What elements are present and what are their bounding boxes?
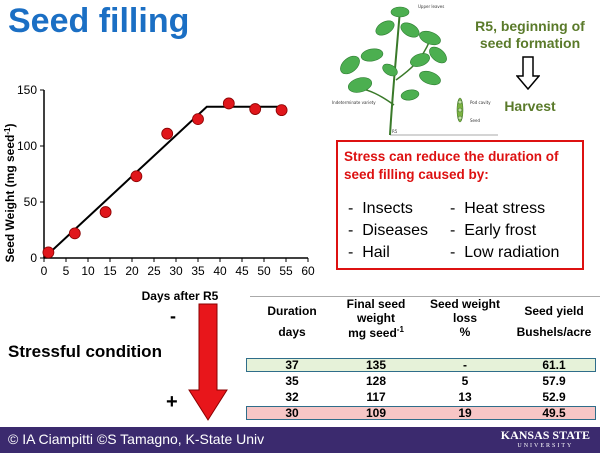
table-cell-duration: 30 <box>285 406 299 420</box>
x-tick-label: 0 <box>41 264 48 278</box>
y-tick-label: 150 <box>17 83 37 97</box>
table-cell-weight: 135 <box>365 358 387 372</box>
table-cell-duration: 35 <box>285 374 299 388</box>
plant-label-variety: Indeterminate variety <box>332 100 376 105</box>
data-point <box>68 227 81 240</box>
down-outline-arrow-icon <box>516 56 540 90</box>
data-point <box>192 113 204 126</box>
stress-item-radiation: - Low radiation <box>450 244 560 261</box>
x-tick-label: 60 <box>301 264 315 278</box>
plant-label-seed: Seed <box>470 118 480 123</box>
x-tick-label: 40 <box>213 264 227 278</box>
data-point <box>275 104 288 117</box>
stage-harvest-label: Harvest <box>504 98 556 114</box>
table-unit-days: days <box>278 325 306 339</box>
x-tick-label: 30 <box>169 264 183 278</box>
table-cell-duration: 37 <box>285 358 299 372</box>
y-tick-label: 50 <box>24 195 38 209</box>
stress-gradient-arrow <box>188 303 228 421</box>
chart-ticks: 0 5 10 15 20 25 30 35 40 45 50 55 60 0 50 100 150 <box>17 83 315 278</box>
data-point <box>130 170 143 183</box>
data-point <box>99 206 112 218</box>
table-cell-loss: - <box>463 358 467 372</box>
kstate-logo: KANSAS STATE UNIVERSITY <box>500 428 590 449</box>
minus-sign: - <box>170 306 176 326</box>
stressful-condition-label: Stressful condition <box>8 342 162 361</box>
plant-label-r5: R5 <box>392 129 398 134</box>
table-cell-duration: 32 <box>285 390 299 404</box>
table-cell-weight: 117 <box>366 390 386 404</box>
plant-label-pod: Pod cavity <box>470 100 491 105</box>
stress-item-diseases: - Diseases <box>348 222 429 239</box>
stress-box: Stress can reduce the duration of seed f… <box>336 140 584 270</box>
x-tick-label: 45 <box>235 264 249 278</box>
table-unit-mg: mg seed-1 <box>348 325 404 340</box>
stress-item-frost: - Early frost <box>450 222 537 239</box>
data-point <box>42 246 55 259</box>
table-header-weight-loss: Seed weight loss <box>429 297 500 325</box>
table-header-duration: Duration <box>267 304 317 318</box>
table-cell-weight: 109 <box>365 406 387 420</box>
footer-credit: © IA Ciampitti ©S Tamagno, K-State Univ <box>8 431 265 447</box>
table-cell-weight: 128 <box>365 374 387 388</box>
x-tick-label: 50 <box>257 264 271 278</box>
table-cell-loss: 19 <box>458 406 472 420</box>
table-row-highlight-last <box>246 406 596 420</box>
data-point <box>161 127 174 140</box>
table-cell-yield: 52.9 <box>542 390 566 404</box>
footer-bar: © IA Ciampitti ©S Tamagno, K-State Univ … <box>0 427 600 453</box>
x-tick-label: 10 <box>81 264 95 278</box>
x-tick-label: 55 <box>279 264 293 278</box>
table-unit-bushels: Bushels/acre <box>516 325 592 339</box>
x-tick-label: 25 <box>147 264 161 278</box>
table-cell-yield: 57.9 <box>542 374 566 388</box>
y-tick-label: 100 <box>17 139 37 153</box>
table-cell-loss: 13 <box>458 390 472 404</box>
table-cell-loss: 5 <box>461 374 469 388</box>
stage-r5-label: R5, beginning of seed formation <box>475 18 585 51</box>
seed-weight-chart: 0 5 10 15 20 25 30 35 40 45 50 55 60 0 50 100 150 Seed W… <box>3 83 315 303</box>
table-unit-percent: % <box>459 325 471 339</box>
stress-item-insects: - Insects <box>348 200 413 217</box>
table-header-final-weight: Final seed weight <box>346 297 406 325</box>
data-point <box>249 103 262 115</box>
table-divider <box>250 296 600 297</box>
x-axis-label: Days after R5 <box>142 289 219 303</box>
page-title: Seed filling <box>8 2 190 40</box>
table-row-highlight-first <box>246 358 596 372</box>
chart-points <box>42 97 288 259</box>
x-tick-label: 35 <box>191 264 205 278</box>
table-cell-yield: 61.1 <box>542 358 566 372</box>
plus-sign: + <box>166 391 178 413</box>
chart-axes <box>43 90 308 259</box>
soybean-plant-illustration: Upper leaves Indeterminate variety Pod c… <box>332 4 498 136</box>
x-tick-label: 5 <box>63 264 70 278</box>
x-tick-label: 15 <box>103 264 117 278</box>
table-cell-yield: 49.5 <box>542 406 566 420</box>
stress-item-hail: - Hail <box>348 244 390 261</box>
y-tick-label: 0 <box>30 251 37 265</box>
plant-label-upper: Upper leaves <box>418 4 444 9</box>
stress-item-heat: - Heat stress <box>450 200 546 217</box>
table-header-yield: Seed yield <box>524 304 584 318</box>
x-tick-label: 20 <box>125 264 139 278</box>
stress-heading: Stress can reduce the duration of seed f… <box>344 149 559 182</box>
data-point <box>222 97 235 110</box>
y-axis-label: Seed Weight (mg seed-1) <box>3 124 17 263</box>
